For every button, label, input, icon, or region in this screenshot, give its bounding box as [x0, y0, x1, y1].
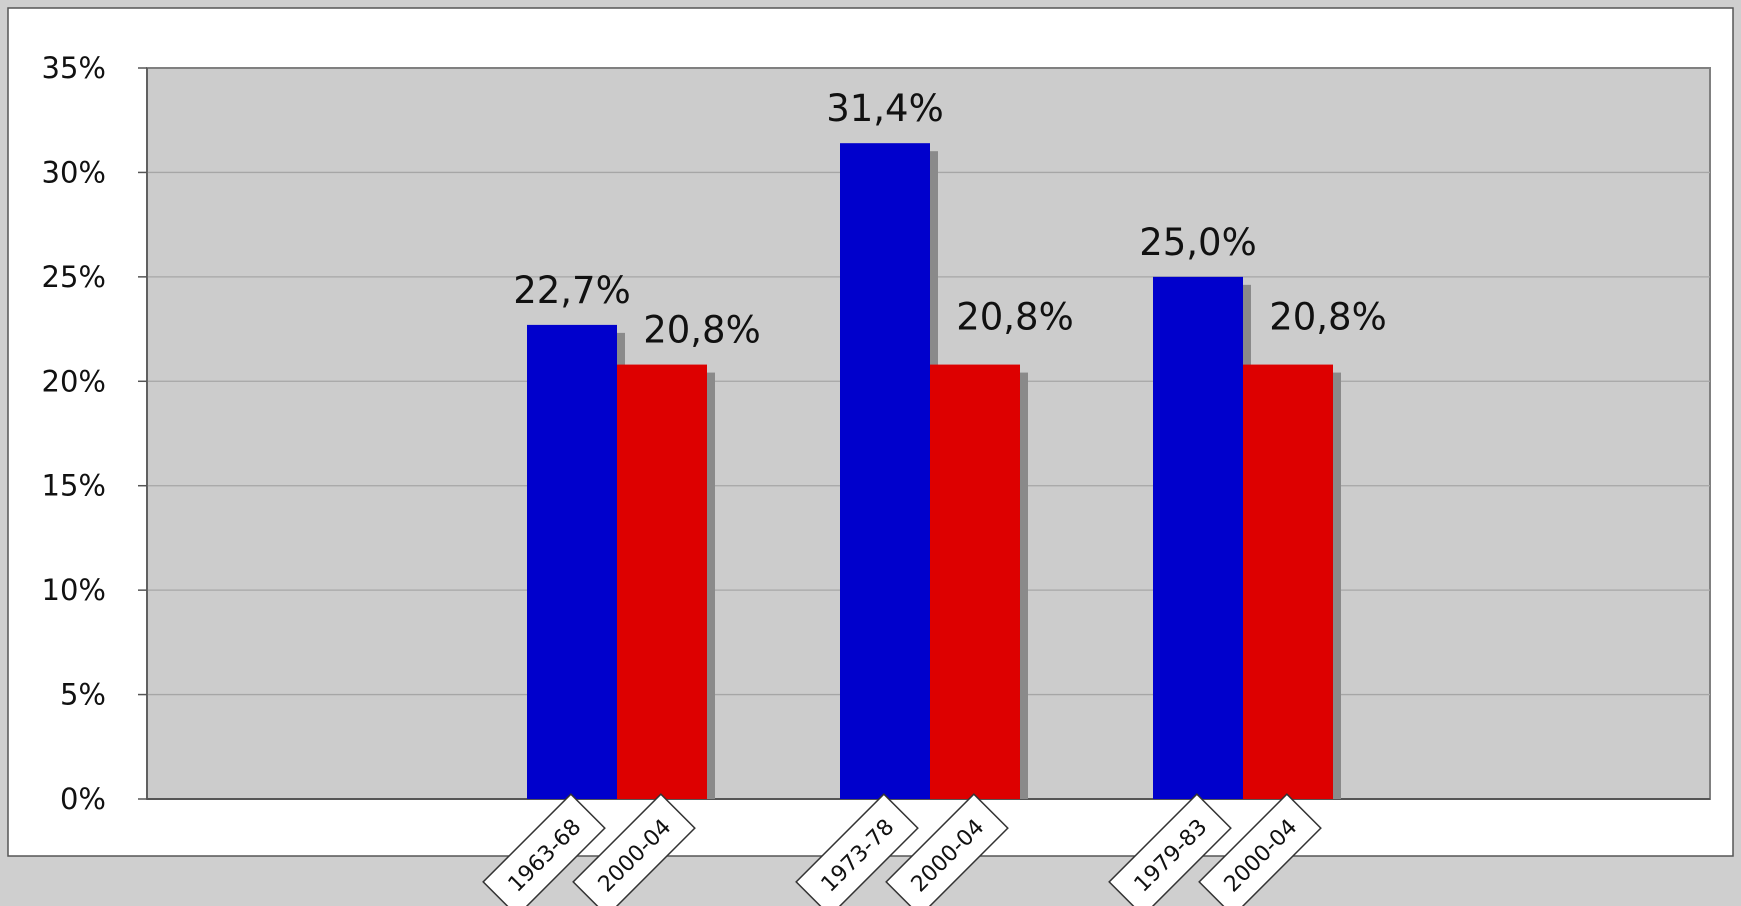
y-axis: 0% 5% 10% 15% 20% 25% 30% 35%	[42, 51, 1710, 816]
bar	[1153, 276, 1243, 799]
data-label: 20,8%	[643, 309, 761, 352]
bar	[840, 143, 930, 799]
x-tick-label-box	[885, 793, 1009, 906]
y-tick-label: 35%	[42, 51, 106, 85]
y-tick-label: 20%	[42, 364, 106, 398]
x-tick-label-box	[1108, 793, 1232, 906]
y-tick-label: 25%	[42, 260, 106, 294]
x-tick-label-box	[795, 793, 919, 906]
bar	[930, 364, 1020, 799]
y-tick-label: 15%	[42, 469, 106, 503]
data-label: 25,0%	[1139, 221, 1257, 264]
data-label: 20,8%	[1269, 296, 1387, 339]
x-tick-label-box	[482, 793, 606, 906]
data-labels: 22,7% 20,8% 31,4% 20,8% 25,0% 20,8%	[513, 87, 1387, 351]
bar	[1243, 364, 1333, 799]
bar-series	[527, 143, 1341, 799]
y-tick-label: 5%	[60, 678, 106, 712]
x-axis-labels: 1963-68 2000-04 1973-78 2000-04 1979-83 2000-…	[482, 793, 1322, 906]
y-tick-label: 10%	[42, 573, 106, 607]
y-tick-label: 30%	[42, 155, 106, 189]
data-label: 31,4%	[826, 87, 944, 130]
data-label: 20,8%	[956, 296, 1074, 339]
bar	[617, 364, 707, 799]
x-tick-label: 1963-68	[482, 793, 606, 906]
x-tick-label-box	[1198, 793, 1322, 906]
y-tick-label: 0%	[60, 782, 106, 816]
bar	[527, 324, 617, 799]
x-tick-label-box	[572, 793, 696, 906]
data-label: 22,7%	[513, 269, 631, 312]
